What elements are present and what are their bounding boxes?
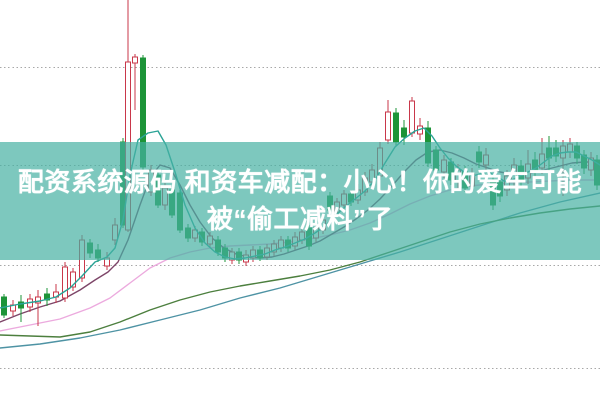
headline-line-1: 配资系统源码 和资车减配：小心！你的爱车可能 — [17, 167, 583, 197]
headline-line-2: 被“偷工减料”了 — [206, 204, 393, 234]
headline-banner: 配资系统源码 和资车减配：小心！你的爱车可能 被“偷工减料”了 — [0, 142, 600, 260]
